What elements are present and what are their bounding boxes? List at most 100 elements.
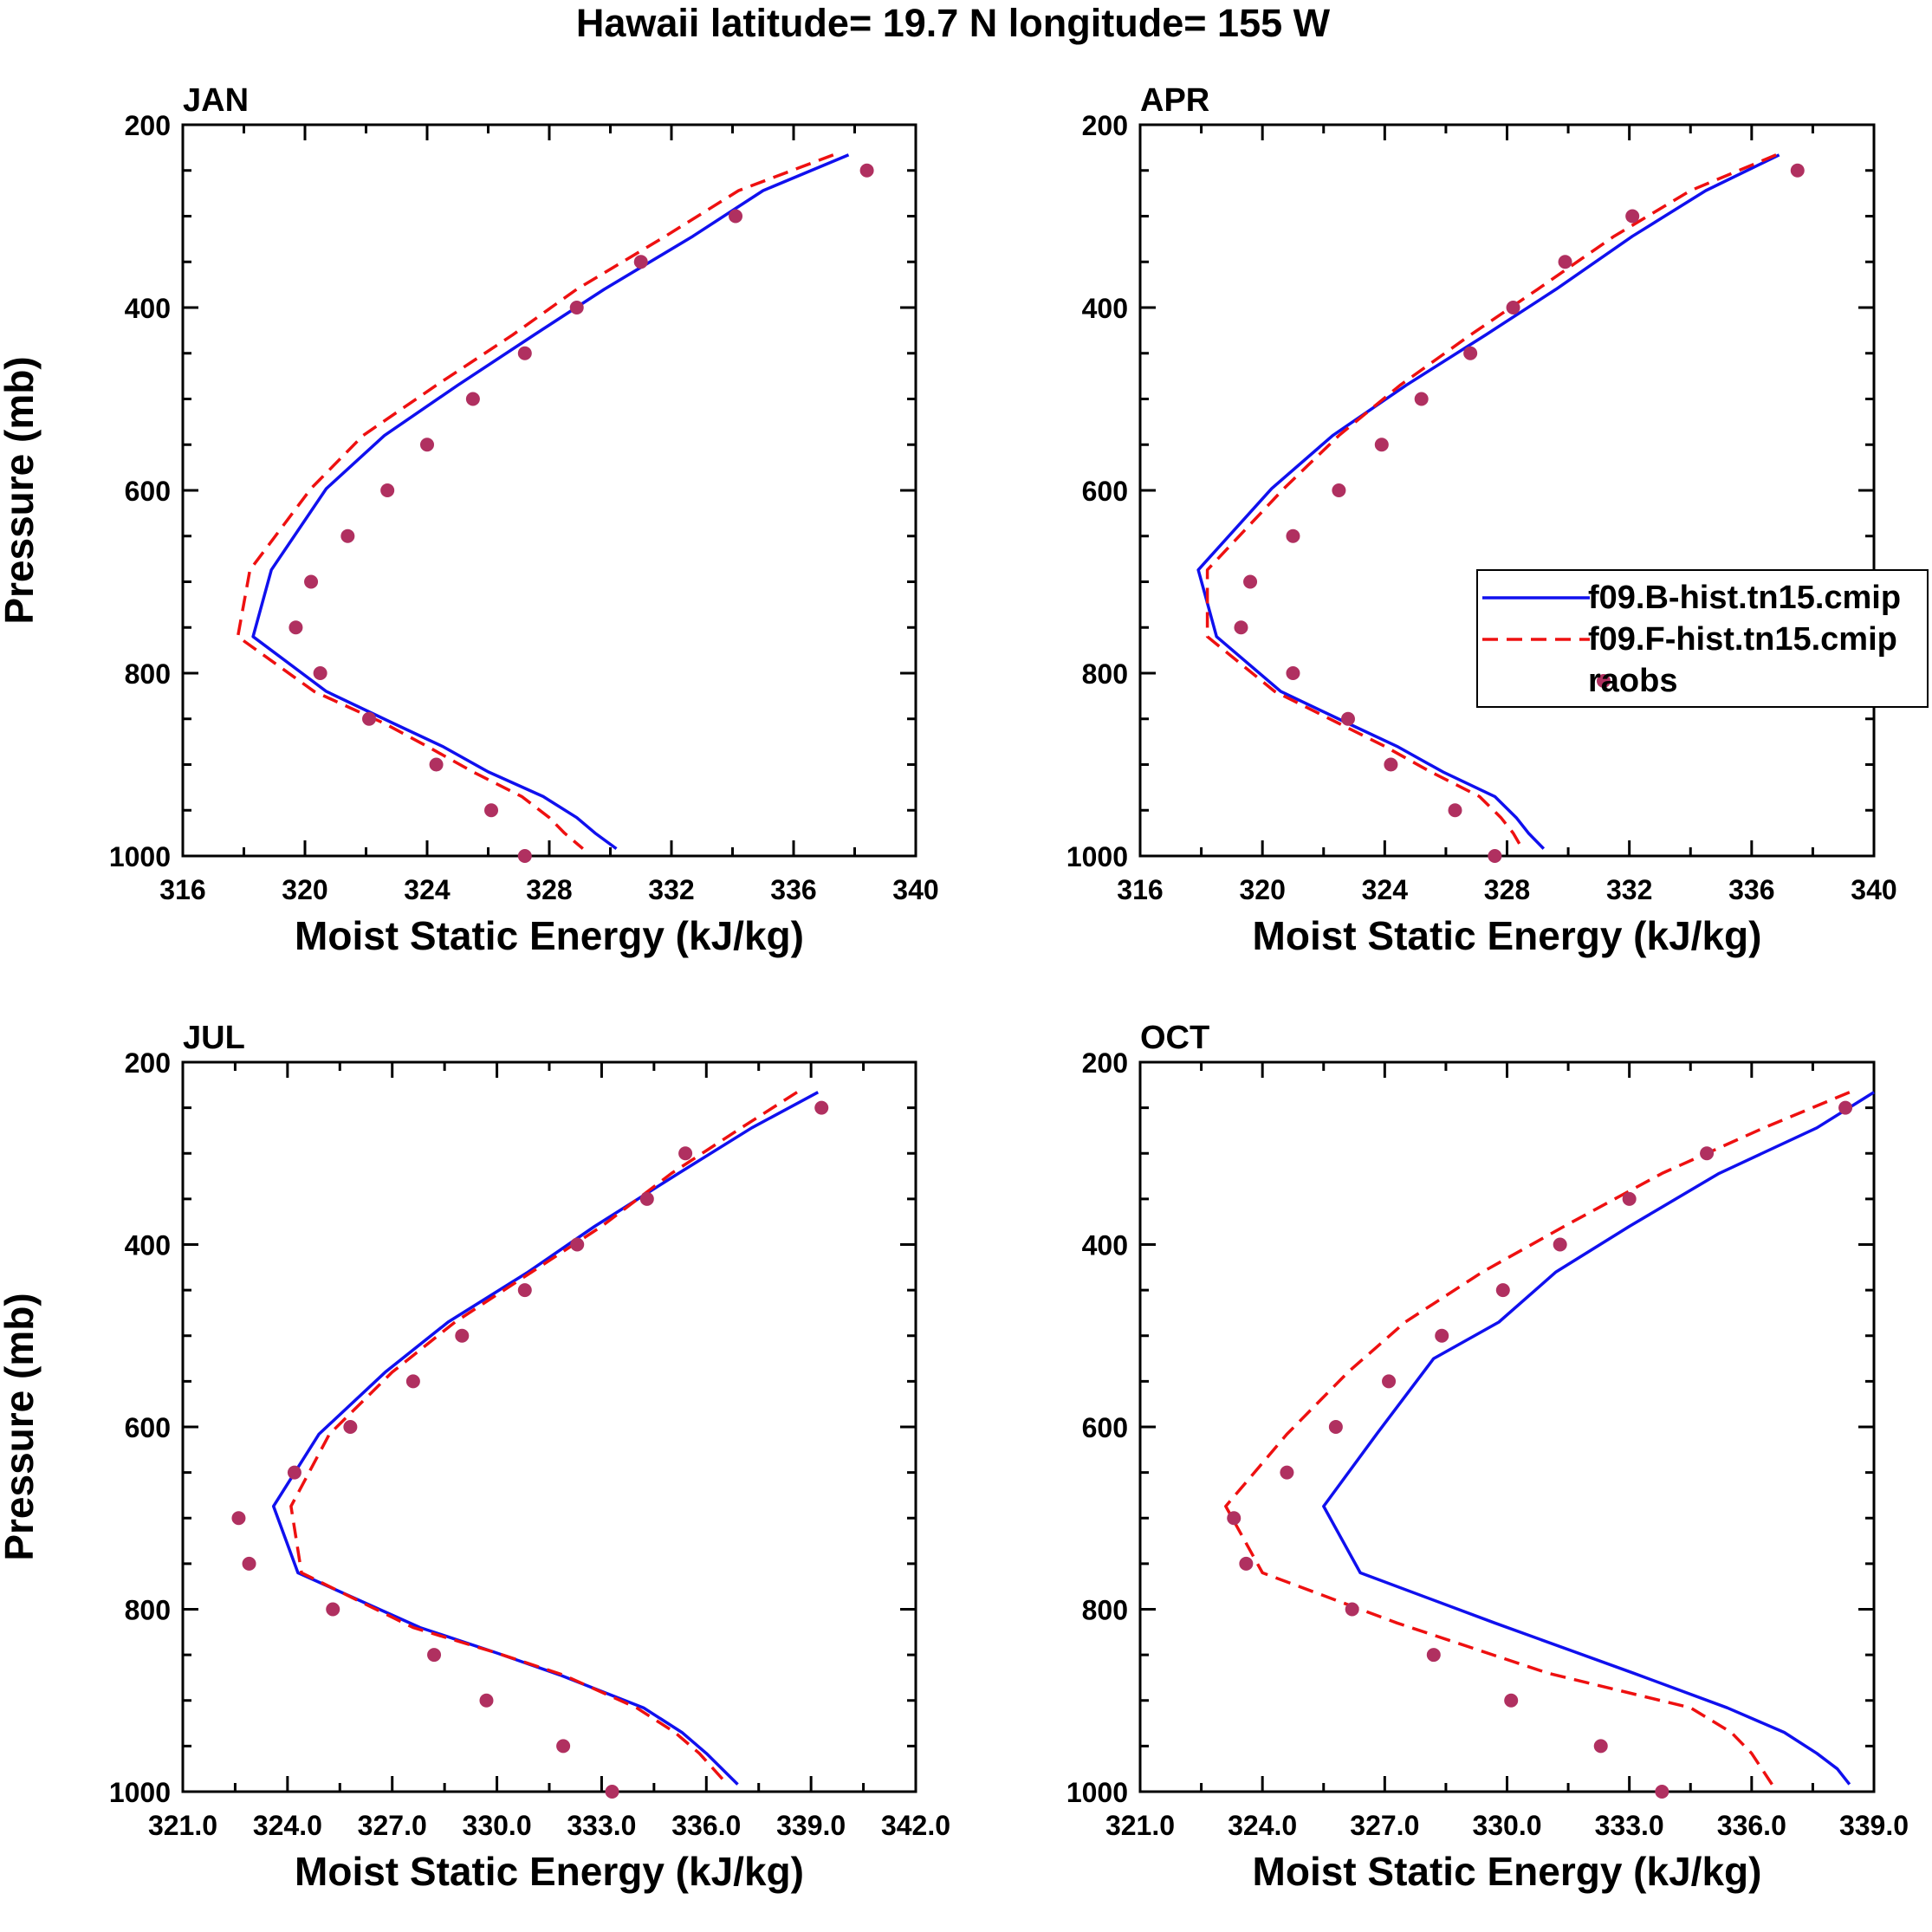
raobs-point — [1488, 849, 1502, 863]
raobs-point — [556, 1739, 571, 1754]
raobs-point — [639, 1191, 654, 1206]
raobs-point — [517, 849, 532, 863]
raobs-point — [479, 1693, 494, 1708]
raobs-point — [1239, 1556, 1254, 1571]
raobs-point — [1340, 711, 1355, 726]
x-tick-label: 336 — [1728, 874, 1774, 905]
raobs-point — [729, 209, 743, 224]
raobs-point — [427, 1648, 442, 1663]
raobs-point — [1495, 1283, 1510, 1298]
y-tick-label: 600 — [125, 1412, 171, 1443]
raobs-point — [1332, 483, 1346, 497]
y-tick-label: 600 — [1082, 1412, 1128, 1443]
panel-title: OCT — [1140, 1020, 1209, 1056]
y-tick-label: 600 — [125, 476, 171, 507]
x-tick-label: 321.0 — [148, 1810, 217, 1841]
raobs-point — [633, 255, 648, 269]
y-tick-label: 800 — [1082, 658, 1128, 690]
x-tick-label: 339.0 — [776, 1810, 846, 1841]
y-tick-label: 200 — [1082, 110, 1128, 141]
raobs-point — [1553, 1237, 1567, 1252]
y-tick-label: 400 — [125, 293, 171, 324]
raobs-point — [420, 438, 434, 452]
raobs-point — [517, 1283, 532, 1298]
raobs-point — [570, 1237, 585, 1252]
raobs-point — [1286, 666, 1300, 680]
x-tick-label: 320 — [282, 874, 327, 905]
panel-title: APR — [1140, 82, 1209, 119]
x-tick-label: 324.0 — [1228, 1810, 1297, 1841]
x-tick-label: 340 — [1851, 874, 1896, 905]
raobs-point — [1384, 757, 1398, 772]
raobs-point — [405, 1374, 420, 1389]
x-axis-label: Moist Static Energy (kJ/kg) — [1253, 913, 1762, 958]
raobs-point — [1504, 1693, 1519, 1708]
legend-label: raobs — [1588, 663, 1677, 699]
raobs-point — [1414, 392, 1429, 406]
x-tick-label: 324 — [1362, 874, 1409, 905]
y-axis-label: Pressure (mb) — [0, 1293, 42, 1560]
legend-box — [1476, 569, 1929, 708]
panel-title: JUL — [183, 1020, 245, 1056]
x-tick-label: 332 — [648, 874, 694, 905]
raobs-point — [1622, 1191, 1637, 1206]
series-line-f09-b-hist — [1196, 153, 1780, 850]
x-tick-label: 328 — [526, 874, 572, 905]
series-line-f09-f-hist — [289, 1091, 798, 1786]
x-tick-label: 339.0 — [1839, 1810, 1909, 1841]
raobs-point — [1790, 163, 1805, 178]
y-tick-label: 1000 — [109, 1777, 171, 1808]
y-tick-label: 800 — [125, 1595, 171, 1626]
x-axis-label: Moist Static Energy (kJ/kg) — [295, 1849, 804, 1894]
raobs-point — [1506, 301, 1520, 314]
y-tick-label: 800 — [1082, 1595, 1128, 1626]
legend-marker-raobs — [1597, 674, 1611, 688]
x-tick-label: 332 — [1606, 874, 1652, 905]
raobs-point — [678, 1146, 693, 1161]
series-line-f09-f-hist — [1205, 153, 1777, 850]
series-line-f09-f-hist — [1224, 1091, 1851, 1786]
y-tick-label: 400 — [1082, 1230, 1128, 1261]
figure-title: Hawaii latitude= 19.7 N longitude= 155 W — [576, 1, 1331, 45]
panel-apr: 316 320 324 328 332 336 340 200 400 600 800 1000 APR… — [1066, 82, 1897, 958]
raobs-point — [1448, 803, 1462, 818]
legend-label: f09.F-hist.tn15.cmip — [1588, 621, 1897, 658]
raobs-point — [1558, 255, 1572, 269]
x-tick-label: 342.0 — [881, 1810, 950, 1841]
panels-group: 316 320 324 328 332 336 340 200 400 600 800 1000 JAN… — [0, 82, 1909, 1894]
x-tick-label: 328 — [1484, 874, 1530, 905]
raobs-point — [859, 163, 874, 178]
raobs-point — [429, 757, 444, 772]
x-tick-label: 340 — [892, 874, 938, 905]
x-tick-label: 316 — [1117, 874, 1163, 905]
legend: f09.B-hist.tn15.cmip f09.F-hist.tn15.cmip… — [1476, 569, 1929, 708]
plot-frame — [181, 123, 917, 858]
x-tick-label: 321.0 — [1105, 1810, 1175, 1841]
raobs-point — [242, 1556, 256, 1571]
x-tick-label: 324 — [404, 874, 451, 905]
panel-title: JAN — [183, 82, 249, 119]
raobs-point — [605, 1785, 619, 1799]
panel-jan: 316 320 324 328 332 336 340 200 400 600 800 1000 JAN… — [0, 82, 939, 958]
y-tick-label: 400 — [125, 1230, 171, 1261]
x-tick-label: 330.0 — [463, 1810, 532, 1841]
raobs-point — [362, 711, 377, 726]
x-tick-label: 327.0 — [1350, 1810, 1419, 1841]
series-line-f09-b-hist — [251, 153, 850, 851]
series-line-f09-b-hist — [1322, 1091, 1875, 1786]
raobs-point — [1374, 438, 1389, 452]
raobs-point — [569, 301, 584, 314]
raobs-point — [313, 666, 327, 680]
plot-frame — [1138, 1060, 1876, 1793]
legend-label: f09.B-hist.tn15.cmip — [1588, 580, 1901, 616]
raobs-point — [326, 1602, 340, 1617]
y-tick-label: 200 — [125, 110, 171, 141]
raobs-point — [1625, 209, 1640, 224]
raobs-point — [287, 1465, 301, 1480]
raobs-point — [1328, 1420, 1343, 1434]
series-line-f09-b-hist — [271, 1091, 820, 1786]
y-tick-label: 600 — [1082, 476, 1128, 507]
y-axis-label: Pressure (mb) — [0, 356, 42, 624]
plot-frame — [181, 1060, 917, 1793]
